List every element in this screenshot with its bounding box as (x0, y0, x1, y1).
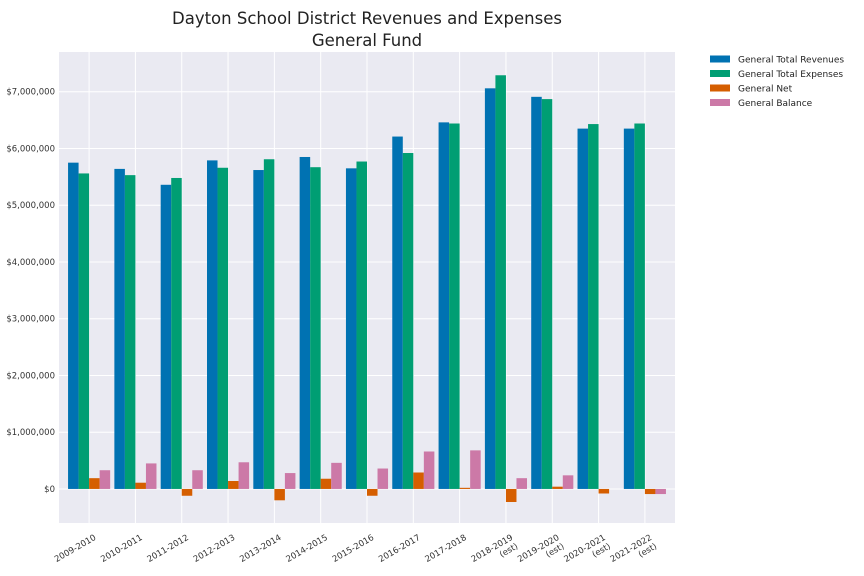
x-tick-label: 2015-2016 (331, 533, 376, 565)
bar (253, 170, 264, 489)
legend-swatch (710, 70, 730, 77)
legend-label: General Balance (738, 99, 813, 109)
bar (531, 96, 542, 489)
y-tick-label: $3,000,000 (6, 315, 55, 325)
bar (644, 488, 656, 495)
bar (516, 478, 527, 489)
bar (423, 451, 435, 489)
bar (284, 473, 296, 489)
legend-swatch (710, 55, 730, 63)
bar (145, 463, 157, 489)
x-tick-label: 2014-2015 (285, 533, 330, 565)
bar (356, 161, 367, 489)
bar (331, 462, 342, 489)
bar (470, 450, 481, 489)
bar (459, 487, 471, 489)
x-axis-ticks: 2009-2010 2010-2011 2011-2012 2012-2013 2013… (53, 533, 659, 565)
x-tick-label: 2011-2012 (146, 533, 191, 565)
bar (413, 472, 424, 489)
legend-label: General Net (738, 85, 793, 95)
bar (171, 177, 182, 489)
x-tick-label: 2018-2019(est) (470, 533, 520, 565)
bar (68, 162, 79, 489)
bar (274, 488, 285, 501)
y-axis-ticks: $0 $1,000,000 $2,000,000 $3,000,000 $4,000,0… (6, 88, 55, 495)
bar (207, 160, 218, 489)
bar (320, 478, 332, 489)
bar (99, 470, 111, 489)
bar (78, 173, 90, 489)
bar (552, 486, 563, 489)
x-tick-label-line: 2011-2012 (146, 533, 191, 565)
chart-title-line-1: Dayton School District Revenues and Expe… (172, 9, 562, 28)
chart-title-line-2: General Fund (312, 31, 422, 50)
bar (228, 481, 239, 489)
bar (345, 168, 357, 489)
bar (238, 462, 250, 489)
bar (392, 136, 403, 489)
legend-swatch (710, 84, 730, 92)
bar (192, 470, 203, 489)
bar (263, 159, 275, 489)
x-tick-label: 2012-2013 (192, 533, 237, 565)
legend-label: General Total Expenses (738, 70, 843, 80)
bar (299, 156, 311, 489)
y-tick-label: $5,000,000 (6, 201, 55, 211)
y-tick-label: $1,000,000 (6, 428, 55, 438)
x-tick-label-line: 2016-2017 (377, 533, 422, 565)
x-tick-label: 2013-2014 (238, 533, 283, 565)
bar (577, 128, 589, 489)
bar (402, 153, 414, 489)
bar (89, 478, 100, 489)
bar (598, 488, 610, 494)
x-tick-label-line: 2012-2013 (192, 533, 237, 565)
bar (588, 124, 599, 489)
bar (181, 488, 193, 496)
bar (634, 123, 645, 489)
bar (495, 75, 506, 489)
y-tick-label: $2,000,000 (6, 371, 55, 381)
bar (438, 122, 450, 489)
bar (217, 167, 229, 489)
bar (160, 184, 172, 489)
x-tick-label-line: 2009-2010 (53, 533, 98, 565)
x-tick-label: 2009-2010 (53, 533, 98, 565)
x-tick-label-line: 2014-2015 (285, 533, 330, 565)
bar (449, 123, 460, 489)
legend: General Total Revenues General Total Expe… (710, 55, 844, 109)
legend-label: General Total Revenues (738, 56, 844, 66)
x-tick-label: 2021-2022(est) (609, 533, 659, 565)
bar (655, 488, 666, 495)
bar (623, 128, 635, 489)
bar (135, 482, 146, 489)
x-tick-label: 2016-2017 (377, 533, 422, 565)
bars (68, 75, 666, 503)
x-tick-label-line: 2013-2014 (238, 533, 283, 565)
legend-swatch (710, 99, 730, 106)
x-tick-label: 2017-2018 (423, 533, 468, 565)
bar (114, 168, 125, 489)
x-tick-label: 2020-2021(est) (562, 533, 612, 565)
x-tick-label: 2019-2020(est) (516, 533, 566, 565)
bar (505, 488, 517, 503)
x-tick-label-line: 2015-2016 (331, 533, 376, 565)
bar (377, 468, 389, 489)
y-tick-label: $4,000,000 (6, 258, 55, 268)
y-tick-label: $6,000,000 (6, 144, 55, 154)
x-tick-label: 2010-2011 (99, 533, 144, 565)
bar (541, 99, 553, 489)
x-tick-label-line: 2010-2011 (99, 533, 144, 565)
bar (562, 475, 574, 489)
bar (310, 167, 321, 489)
bar (124, 175, 136, 489)
bar (367, 488, 378, 496)
bar (484, 88, 496, 489)
y-tick-label: $7,000,000 (6, 88, 55, 98)
x-tick-label-line: 2017-2018 (423, 533, 468, 565)
y-tick-label: $0 (44, 485, 55, 495)
